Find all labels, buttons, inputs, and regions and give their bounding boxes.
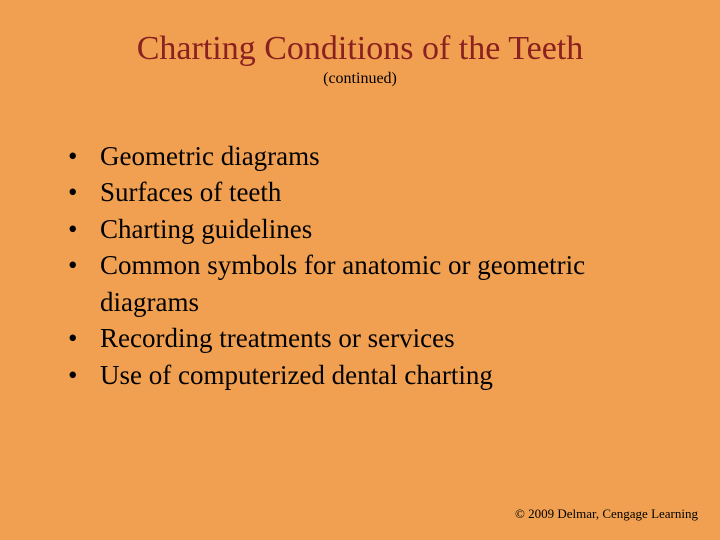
slide-subtitle: (continued) — [0, 70, 720, 88]
list-item: Charting guidelines — [60, 211, 680, 247]
copyright-footer: © 2009 Delmar, Cengage Learning — [515, 506, 698, 522]
title-block: Charting Conditions of the Teeth (contin… — [0, 0, 720, 88]
list-item: Recording treatments or services — [60, 320, 680, 356]
content-area: Geometric diagrams Surfaces of teeth Cha… — [0, 138, 720, 393]
slide-title: Charting Conditions of the Teeth — [0, 30, 720, 68]
list-item: Common symbols for anatomic or geometric… — [60, 247, 680, 320]
list-item: Geometric diagrams — [60, 138, 680, 174]
list-item: Surfaces of teeth — [60, 174, 680, 210]
bullet-list: Geometric diagrams Surfaces of teeth Cha… — [60, 138, 680, 393]
list-item: Use of computerized dental charting — [60, 357, 680, 393]
